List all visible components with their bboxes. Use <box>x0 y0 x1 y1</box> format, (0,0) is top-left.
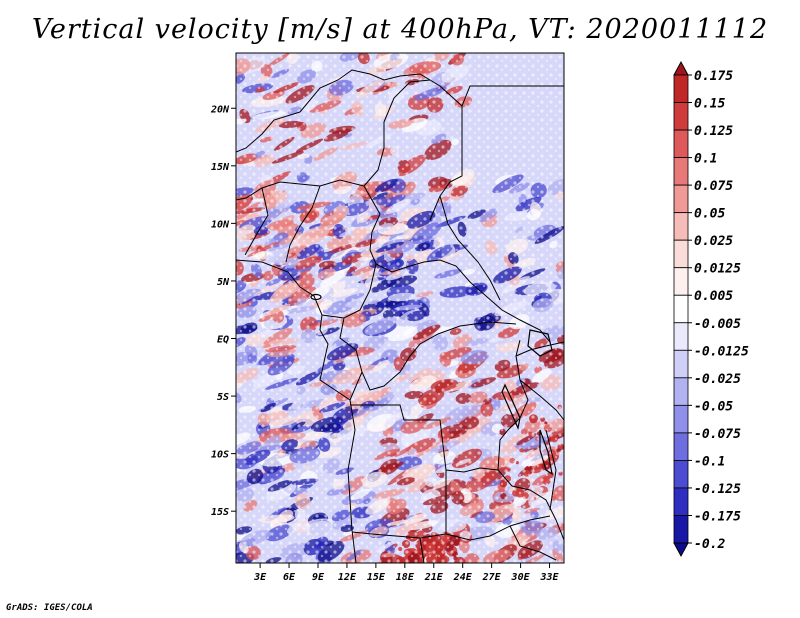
colorbar-swatch <box>673 74 689 103</box>
colorbar-swatch <box>673 239 689 269</box>
lat-label: 5N <box>217 277 230 288</box>
colorbar-swatch <box>673 460 689 489</box>
lon-label: 15E <box>367 572 386 583</box>
colorbar-label: -0.175 <box>694 509 741 524</box>
colorbar-label: -0.2 <box>694 537 725 552</box>
colorbar-label: -0.0125 <box>694 344 749 359</box>
lake-victoria <box>527 329 553 357</box>
colorbar-swatch <box>673 184 689 214</box>
colorbar-label: 0.005 <box>694 289 733 304</box>
colorbar-bottom-arrow <box>673 542 689 558</box>
lat-label: 10S <box>211 450 229 461</box>
lon-label: 12E <box>338 572 357 583</box>
colorbar-swatch <box>673 157 689 186</box>
country-borders <box>236 69 564 563</box>
lat-label: 10N <box>211 219 230 230</box>
colorbar-label: 0.025 <box>694 234 733 249</box>
lon-label: 21E <box>424 572 444 583</box>
colorbar-swatch <box>673 102 689 131</box>
texture-overlay <box>236 53 564 563</box>
chart-title: Vertical velocity [m/s] at 400hPa, VT: 2… <box>31 14 769 45</box>
lon-label: 24E <box>453 572 473 583</box>
lon-label: 30E <box>511 572 531 583</box>
lon-label: 27E <box>482 572 502 583</box>
map-axes: 20N 15N 10N 5N EQ 5S 10S 15S 3E 6E 9E 12E 15E 18E 21E 2… <box>210 104 560 583</box>
colorbar-swatch <box>673 322 689 351</box>
map-frame <box>235 52 565 564</box>
colorbar-label: 0.15 <box>694 97 725 112</box>
colorbar-swatch <box>673 349 689 379</box>
colorbar-top-arrow <box>673 60 689 76</box>
colorbar-label: -0.025 <box>694 372 741 387</box>
lon-label: 3E <box>253 572 267 583</box>
lat-label: 15N <box>211 162 230 173</box>
colorbar-label: 0.05 <box>694 207 725 222</box>
colorbar-label: 0.125 <box>694 124 733 139</box>
colorbar-label: 0.175 <box>694 69 733 84</box>
lon-label: 33E <box>539 572 559 583</box>
lake-malawi <box>539 429 553 476</box>
lat-label: 15S <box>211 507 229 518</box>
colorbar-label: -0.075 <box>694 427 741 442</box>
colorbar-label: -0.005 <box>694 317 741 332</box>
lon-label: 18E <box>396 572 415 583</box>
lake-tanganyika <box>501 383 521 430</box>
colorbar-swatch <box>673 487 689 516</box>
colorbar-swatch <box>673 212 689 241</box>
grads-credit: GrADS: IGES/COLA <box>6 603 93 613</box>
colorbar-label: -0.05 <box>694 399 733 414</box>
lat-label: EQ <box>217 335 229 346</box>
colorbar-swatch <box>673 294 689 324</box>
colorbar-label: 0.1 <box>694 152 717 167</box>
colorbar-label: -0.125 <box>694 482 741 497</box>
lake-small <box>310 293 322 301</box>
colorbar-label: 0.0125 <box>694 262 741 277</box>
lat-label: 20N <box>210 104 230 115</box>
colorbar-label: 0.075 <box>694 179 733 194</box>
map-field <box>236 53 564 563</box>
lon-label: 6E <box>283 572 296 583</box>
lakes <box>310 293 553 476</box>
colorbar-swatch <box>673 515 689 544</box>
colorbar-swatch <box>673 129 689 158</box>
coastline-west <box>236 259 357 563</box>
colorbar-label: -0.1 <box>694 454 725 469</box>
lon-label: 9E <box>312 572 325 583</box>
colorbar-swatch <box>673 377 689 406</box>
colorbar: 0.175 0.15 0.125 0.1 0.075 0.05 0.025 0.0125 0.0… <box>673 60 749 558</box>
colorbar-swatch <box>673 267 689 296</box>
colorbar-swatch <box>673 432 689 461</box>
colorbar-swatch <box>673 404 689 434</box>
lat-label: 5S <box>217 392 229 403</box>
